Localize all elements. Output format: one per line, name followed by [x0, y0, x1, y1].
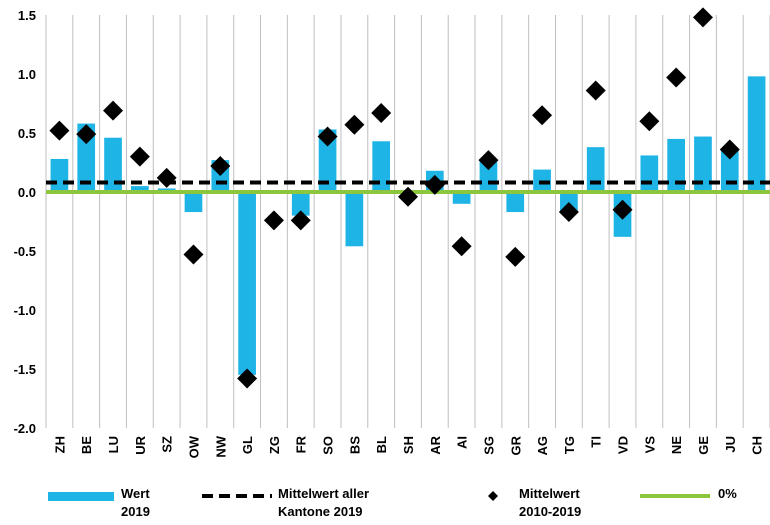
diamond-SG [478, 150, 499, 171]
diamond-GE [692, 7, 713, 28]
diamond-ZG [263, 210, 284, 231]
diamond-NE [666, 67, 687, 88]
diamond-BE [76, 124, 97, 145]
legend-label: 2019 [121, 504, 150, 519]
diamond-SZ [156, 167, 177, 188]
x-tick-label: AG [535, 436, 550, 456]
x-tick-label: JU [723, 436, 738, 453]
legend-symbol-bar [48, 492, 114, 501]
x-tick-label: NW [213, 435, 228, 457]
y-tick-label: 0.5 [18, 126, 36, 141]
x-tick-label: ZH [52, 436, 67, 453]
diamond-FR [290, 210, 311, 231]
legend-label: 0% [718, 486, 737, 501]
x-tick-label: UR [133, 435, 148, 454]
legend-label: Mittelwert [519, 486, 580, 501]
y-tick-label: 1.5 [18, 8, 36, 23]
diamond-SO [317, 126, 338, 147]
x-tick-label: SG [481, 436, 496, 455]
diamond-TI [585, 80, 606, 101]
x-tick-label: CH [750, 436, 765, 455]
bar-FR [291, 192, 310, 216]
x-tick-label: GE [696, 436, 711, 455]
diamond-AR [424, 174, 445, 195]
x-tick-label: BL [374, 436, 389, 453]
x-tick-label: ZG [267, 436, 282, 454]
y-tick-label: -1.5 [14, 362, 36, 377]
bar-GR [506, 192, 525, 213]
x-tick-label: AR [428, 435, 443, 454]
y-tick-label: -0.5 [14, 244, 36, 259]
x-tick-label: SZ [160, 436, 175, 453]
bar-TI [586, 147, 605, 192]
legend-label: Mittelwert aller [278, 486, 369, 501]
diamond-NW [210, 156, 231, 177]
bar-VS [640, 155, 659, 192]
bar-BL [372, 141, 391, 192]
bar-BS [345, 192, 364, 247]
diamond-AI [451, 236, 472, 257]
x-tick-label: GR [508, 435, 523, 455]
x-tick-label: NE [669, 436, 684, 454]
bar-NE [667, 138, 685, 192]
diamond-JU [719, 139, 740, 160]
x-tick-label: BE [79, 436, 94, 454]
bar-CH [747, 76, 766, 192]
diamond-BS [344, 114, 365, 135]
bar-GL [238, 192, 256, 375]
diamond-SH [398, 186, 418, 207]
diamond-AG [532, 105, 553, 126]
bar-SO [318, 129, 337, 192]
diamond-UR [129, 146, 150, 167]
legend-label: Kantone 2019 [278, 504, 363, 519]
bar-BE [77, 123, 96, 192]
x-tick-label: GL [240, 436, 255, 454]
diamond-OW [183, 244, 204, 265]
diamond-GR [505, 246, 526, 267]
x-tick-label: LU [106, 436, 121, 453]
x-tick-label: SH [401, 436, 416, 454]
legend-label: Wert [121, 486, 150, 501]
legend-label: 2010-2019 [519, 504, 581, 519]
x-tick-label: FR [294, 435, 309, 453]
x-tick-label: AI [455, 436, 470, 449]
y-tick-label: 1.0 [18, 67, 36, 82]
bar-UR [131, 186, 149, 192]
bar-TG [560, 192, 578, 211]
bar-LU [104, 137, 122, 192]
x-tick-label: OW [186, 435, 201, 458]
diamond-BL [371, 102, 392, 123]
diamond-TG [558, 202, 579, 223]
legend-symbol-diamond [488, 491, 498, 501]
diamond-GL [237, 368, 258, 389]
y-tick-label: -1.0 [14, 303, 36, 318]
y-tick-label: 0.0 [18, 185, 36, 200]
bar-AI [452, 192, 471, 204]
bar-OW [184, 192, 203, 213]
x-tick-label: VD [616, 436, 631, 454]
x-tick-label: TI [589, 436, 604, 448]
diamond-LU [103, 100, 124, 121]
x-tick-label: BS [347, 436, 362, 454]
x-tick-label: SO [321, 436, 336, 455]
bar-GE [694, 136, 712, 192]
x-tick-label: TG [562, 436, 577, 454]
bar-ZH [50, 158, 69, 192]
diamond-VS [639, 111, 660, 132]
diamond-VD [612, 199, 633, 220]
y-tick-label: -2.0 [14, 421, 36, 436]
diamond-ZH [49, 120, 70, 141]
x-tick-label: VS [642, 436, 657, 454]
